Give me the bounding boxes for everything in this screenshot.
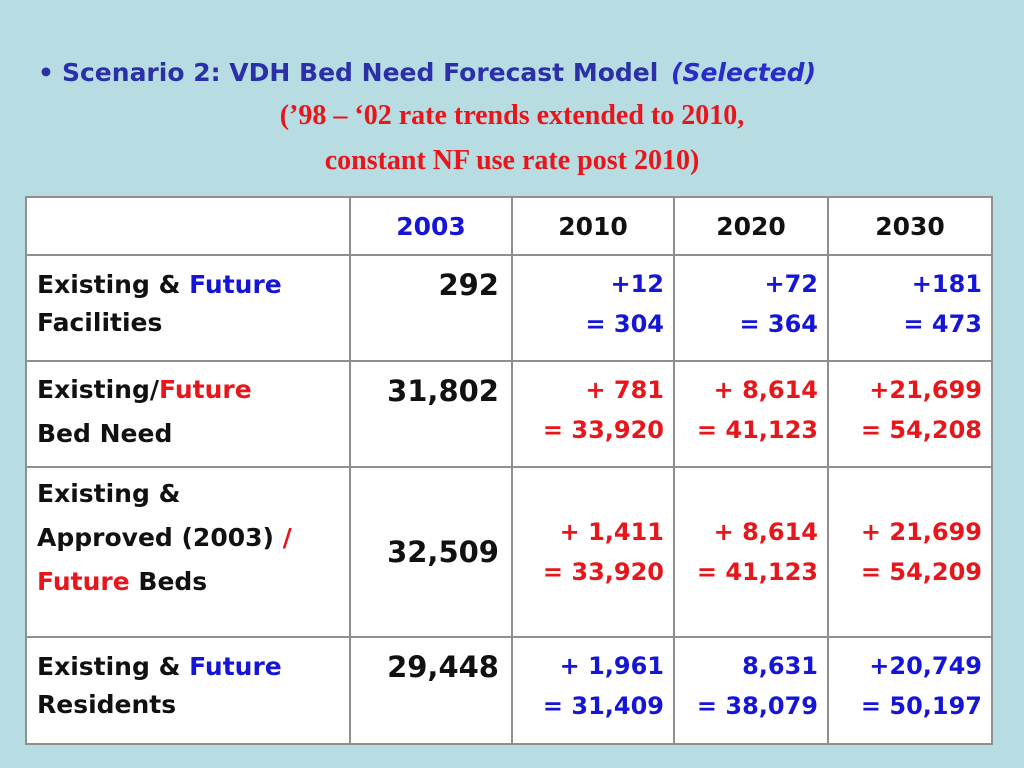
cell-2010: + 1,961 = 31,409 (511, 636, 675, 745)
row-label-residents: Existing & Future Residents (25, 636, 351, 745)
cell-delta: + 781 (585, 376, 664, 404)
cell-delta: +20,749 (869, 652, 982, 680)
cell-total: = 41,123 (696, 558, 818, 586)
forecast-table: 2003 2010 2020 2030 Existing & Future Fa… (25, 196, 993, 745)
cell-total: = 33,920 (542, 416, 664, 444)
row-label-facilities: Existing & Future Facilities (25, 254, 351, 362)
table-row: Existing & Future Residents 29,448 + 1,9… (25, 636, 993, 745)
label-part: Existing & (37, 652, 190, 681)
slide-heading: • Scenario 2: VDH Bed Need Forecast Model… (38, 58, 816, 87)
cell-delta: +181 (911, 270, 982, 298)
label-part: Existing & (37, 479, 181, 508)
cell-total: = 54,208 (860, 416, 982, 444)
cell-delta: +12 (610, 270, 664, 298)
header-row: 2003 2010 2020 2030 (25, 196, 993, 256)
label-slash: / (282, 523, 292, 552)
table-row: Existing & Future Facilities 292 +12 = 3… (25, 254, 993, 362)
base-2003: 31,802 (349, 360, 513, 468)
cell-total: = 54,209 (860, 558, 982, 586)
cell-2030: +181 = 473 (827, 254, 993, 362)
header-2003: 2003 (349, 196, 513, 256)
cell-total: = 38,079 (696, 692, 818, 720)
cell-2020: + 8,614 = 41,123 (673, 466, 829, 638)
label-future: Future (37, 567, 130, 596)
cell-2030: +20,749 = 50,197 (827, 636, 993, 745)
cell-2010: + 1,411 = 33,920 (511, 466, 675, 638)
subtitle-line-2: constant NF use rate post 2010) (324, 145, 700, 176)
cell-2020: +72 = 364 (673, 254, 829, 362)
cell-total: = 33,920 (542, 558, 664, 586)
cell-total: = 31,409 (542, 692, 664, 720)
label-part: Beds (138, 567, 208, 596)
label-part: Approved (2003) (37, 523, 274, 552)
label-part: Existing & (37, 270, 190, 299)
subtitle-line-1: (’98 – ‘02 rate trends extended to 2010, (279, 100, 745, 131)
cell-delta: + 8,614 (713, 376, 818, 404)
cell-delta: + 1,411 (559, 518, 664, 546)
base-2003: 292 (349, 254, 513, 362)
cell-total: = 473 (903, 310, 982, 338)
label-part: Residents (37, 690, 177, 719)
row-label-bed-need: Existing/Future Bed Need (25, 360, 351, 468)
label-part: Facilities (37, 308, 163, 337)
cell-2010: + 781 = 33,920 (511, 360, 675, 468)
cell-delta: +72 (764, 270, 818, 298)
table-row: Existing/Future Bed Need 31,802 + 781 = … (25, 360, 993, 468)
table-row: Existing & Approved (2003) / Future Beds… (25, 466, 993, 638)
row-label-beds: Existing & Approved (2003) / Future Beds (25, 466, 351, 638)
base-2003: 32,509 (349, 466, 513, 638)
cell-2030: + 21,699 = 54,209 (827, 466, 993, 638)
cell-total: = 50,197 (860, 692, 982, 720)
header-2030: 2030 (827, 196, 993, 256)
cell-delta: + 21,699 (860, 518, 982, 546)
header-2020: 2020 (673, 196, 829, 256)
cell-total: = 304 (585, 310, 664, 338)
cell-2030: +21,699 = 54,208 (827, 360, 993, 468)
label-part: Existing/ (37, 375, 159, 404)
header-2010: 2010 (511, 196, 675, 256)
heading-selected: (Selected) (671, 58, 816, 87)
label-future: Future (159, 375, 252, 404)
heading-text: Scenario 2: VDH Bed Need Forecast Model (61, 58, 659, 87)
base-2003: 29,448 (349, 636, 513, 745)
cell-2010: +12 = 304 (511, 254, 675, 362)
cell-total: = 41,123 (696, 416, 818, 444)
cell-delta: 8,631 (742, 652, 818, 680)
cell-2020: 8,631 = 38,079 (673, 636, 829, 745)
cell-delta: +21,699 (869, 376, 982, 404)
header-empty (25, 196, 351, 256)
cell-delta: + 1,961 (559, 652, 664, 680)
cell-2020: + 8,614 = 41,123 (673, 360, 829, 468)
cell-delta: + 8,614 (713, 518, 818, 546)
bullet: • (38, 58, 54, 87)
label-part: Bed Need (37, 419, 173, 448)
label-future: Future (189, 270, 282, 299)
cell-total: = 364 (739, 310, 818, 338)
label-future: Future (189, 652, 282, 681)
